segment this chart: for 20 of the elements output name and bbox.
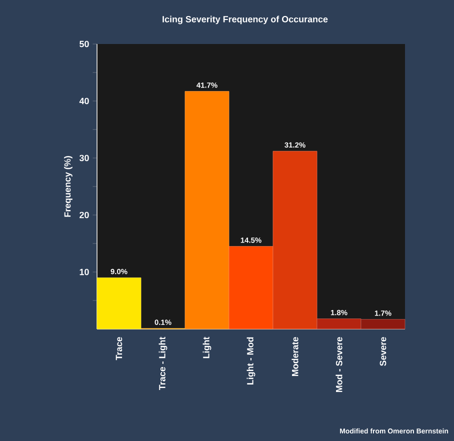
x-tick-label: Light bbox=[202, 336, 212, 358]
x-tick-label: Trace bbox=[116, 337, 122, 360]
bar bbox=[228, 246, 274, 330]
y-tick-label: 10 bbox=[80, 268, 89, 276]
y-tick-label: 50 bbox=[80, 40, 89, 48]
x-tick-label: Light - Mod bbox=[246, 337, 256, 384]
y-tick-label: 40 bbox=[79, 98, 89, 104]
bar bbox=[96, 278, 142, 330]
bar bbox=[184, 91, 230, 330]
x-tick-label: Trace - Light bbox=[158, 336, 168, 390]
x-tick-label: Mod - Severe bbox=[336, 337, 342, 392]
bar bbox=[272, 150, 318, 330]
y-tick-label: 30 bbox=[79, 154, 89, 162]
x-tick-label: Moderate bbox=[292, 337, 298, 376]
bar bbox=[360, 319, 406, 330]
bar bbox=[316, 318, 362, 330]
y-tick-label: 20 bbox=[80, 212, 89, 218]
y-axis-title: Frequency (%) bbox=[64, 156, 72, 217]
x-tick-label: Severe bbox=[380, 337, 386, 366]
chart-title: Icing Severity Frequency of Occurance bbox=[162, 16, 328, 24]
